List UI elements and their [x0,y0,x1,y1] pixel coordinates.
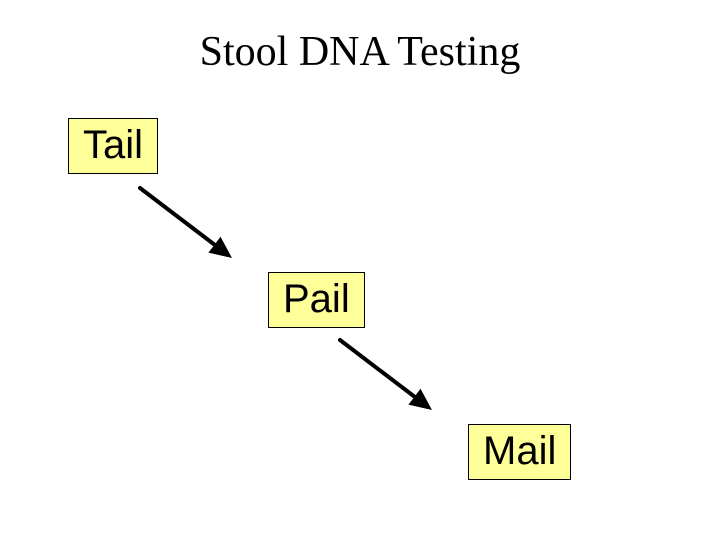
diagram-canvas: Stool DNA Testing Tail Pail Mail [0,0,720,540]
diagram-title: Stool DNA Testing [0,28,720,76]
arrow-pail-to-mail [310,310,462,440]
node-mail: Mail [468,424,571,480]
arrow-tail-to-pail [110,158,262,288]
